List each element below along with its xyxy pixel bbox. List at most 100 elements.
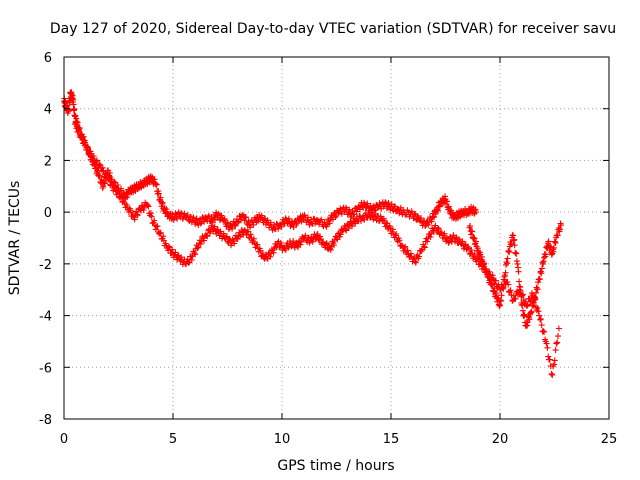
data-point <box>510 232 517 239</box>
data-point <box>546 356 553 363</box>
data-point <box>412 259 419 266</box>
data-point <box>247 224 254 231</box>
data-point <box>333 212 340 219</box>
data-point <box>515 268 522 275</box>
data-point <box>459 238 466 245</box>
data-point <box>238 216 245 223</box>
data-point <box>491 285 497 292</box>
data-point <box>517 284 524 291</box>
data-point <box>422 223 429 229</box>
data-point <box>544 344 551 351</box>
data-point <box>144 202 151 209</box>
plot-frame <box>63 56 610 420</box>
data-point <box>170 217 177 223</box>
data-point <box>468 247 475 254</box>
data-point <box>197 220 204 227</box>
data-point <box>412 258 418 265</box>
data-point <box>112 183 118 190</box>
data-point <box>342 226 349 233</box>
data-point <box>364 200 371 207</box>
data-point <box>517 290 524 297</box>
data-point <box>190 214 197 221</box>
data-point <box>229 225 236 232</box>
data-point <box>76 126 82 133</box>
data-point <box>402 243 409 250</box>
data-point <box>267 219 274 226</box>
data-point <box>555 333 561 340</box>
data-point <box>103 169 109 176</box>
data-point <box>389 226 396 233</box>
data-point <box>188 257 195 263</box>
series-2 <box>71 119 562 378</box>
data-point <box>81 137 88 144</box>
data-point <box>218 212 225 219</box>
data-point <box>488 281 495 288</box>
data-point <box>153 181 160 188</box>
data-point <box>108 179 115 186</box>
data-point <box>540 328 547 335</box>
data-point <box>71 105 78 112</box>
data-point <box>541 254 548 261</box>
data-point <box>72 119 79 126</box>
data-point <box>106 175 113 182</box>
data-point <box>278 223 285 230</box>
data-point <box>258 212 265 219</box>
data-point <box>421 244 428 251</box>
data-point <box>424 238 431 245</box>
data-point <box>267 253 274 260</box>
data-point <box>124 194 131 201</box>
data-point <box>473 209 479 216</box>
data-point <box>421 243 427 250</box>
data-point <box>277 239 284 246</box>
data-point <box>474 255 481 262</box>
data-point <box>530 299 537 306</box>
data-point <box>548 370 555 377</box>
data-point <box>294 220 300 227</box>
data-point <box>318 236 324 243</box>
data-point <box>425 221 432 228</box>
data-point <box>181 210 188 217</box>
data-point <box>489 272 496 279</box>
data-point <box>441 230 448 237</box>
data-point <box>157 229 164 236</box>
data-point <box>528 308 535 315</box>
data-point <box>519 301 526 308</box>
data-point <box>204 233 211 240</box>
data-point <box>479 253 485 260</box>
data-point <box>473 238 479 245</box>
data-point <box>504 279 511 285</box>
data-point <box>368 209 375 216</box>
data-point <box>506 249 513 256</box>
data-point <box>530 302 537 309</box>
data-point <box>537 316 544 323</box>
y-tick-label: 0 <box>44 206 52 221</box>
data-point <box>169 246 176 253</box>
data-point <box>332 214 339 221</box>
y-axis-ticks: -8 -6 -4 -2 0 2 4 6 <box>39 51 609 428</box>
data-point <box>71 121 78 128</box>
data-point <box>551 244 557 251</box>
data-point <box>526 316 533 323</box>
data-point <box>93 158 100 165</box>
data-point <box>90 153 97 160</box>
data-point <box>408 208 415 215</box>
data-point <box>467 222 473 229</box>
data-point <box>435 226 442 233</box>
data-point <box>418 215 424 222</box>
data-point <box>147 210 154 217</box>
data-point <box>84 144 91 151</box>
data-point <box>505 281 512 288</box>
data-point <box>443 234 450 241</box>
data-point <box>191 249 198 256</box>
x-axis-ticks: 0 5 10 15 20 25 <box>60 57 617 447</box>
data-point <box>254 241 261 248</box>
data-point <box>194 245 201 251</box>
data-point <box>495 301 502 308</box>
data-point <box>101 180 108 187</box>
data-point <box>250 235 257 242</box>
data-point <box>201 237 208 244</box>
data-point <box>134 212 141 219</box>
data-point <box>101 179 108 186</box>
data-point <box>105 175 112 182</box>
